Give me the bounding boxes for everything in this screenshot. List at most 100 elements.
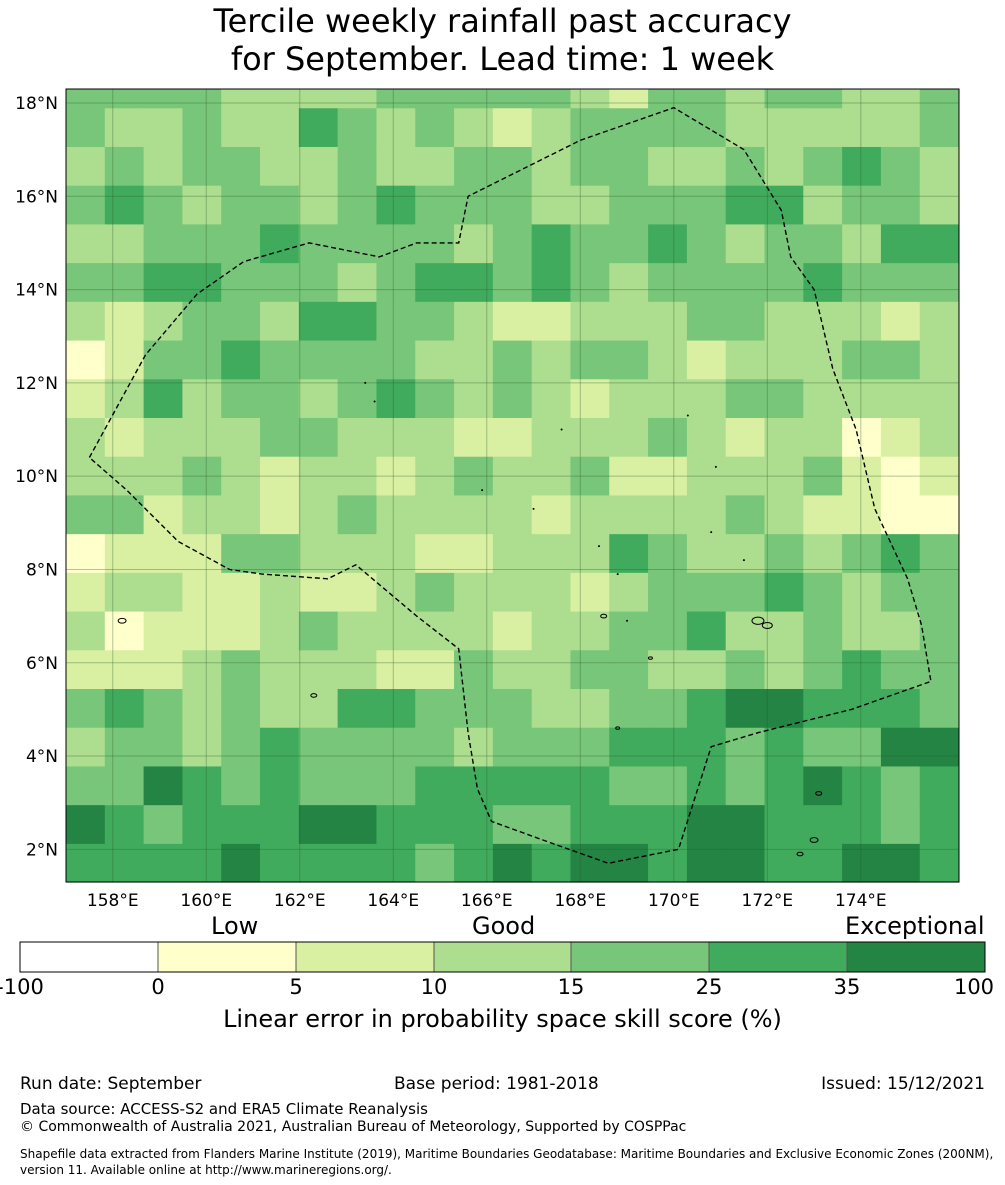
grid-cell — [337, 107, 378, 147]
grid-cell — [182, 494, 222, 535]
grid-cell — [725, 688, 766, 728]
grid-cell — [531, 649, 572, 690]
grid-cell — [725, 107, 766, 147]
grid-cell — [104, 339, 145, 380]
grid-cell — [298, 89, 339, 109]
grid-cell — [686, 688, 727, 728]
grid-cell — [570, 804, 610, 844]
grid-cell — [570, 146, 610, 186]
grid-cell — [764, 804, 804, 844]
grid-cell — [686, 378, 727, 418]
grid-cell — [803, 494, 843, 535]
grid-cell — [842, 301, 882, 341]
grid-cell — [609, 339, 649, 380]
grid-cell — [686, 262, 727, 302]
grid-cell — [104, 417, 145, 457]
grid-cell — [609, 456, 649, 496]
grid-cell — [143, 107, 184, 147]
grid-cell — [531, 185, 572, 225]
grid-cell — [66, 185, 106, 225]
colorbar-segment — [433, 941, 572, 973]
grid-cell — [66, 610, 106, 651]
grid-cell — [492, 185, 533, 225]
island-dot — [560, 428, 563, 431]
grid-cell — [764, 688, 804, 728]
grid-cell — [880, 107, 921, 147]
grid-cell — [376, 765, 416, 806]
grid-cell — [66, 262, 106, 302]
grid-cell — [376, 339, 416, 380]
grid-cell — [531, 301, 572, 341]
grid-cell — [182, 417, 222, 457]
grid-cell — [803, 727, 843, 767]
grid-cell — [66, 107, 106, 147]
grid-cell — [182, 610, 222, 651]
grid-cell — [298, 339, 339, 380]
grid-cell — [570, 649, 610, 690]
grid-cell — [764, 456, 804, 496]
grid-cell — [570, 417, 610, 457]
grid-cell — [764, 339, 804, 380]
grid-cell — [880, 533, 921, 573]
colorbar-tick: 35 — [833, 975, 861, 999]
colorbar-tick: 0 — [151, 975, 165, 999]
grid-cell — [260, 262, 300, 302]
grid-cell — [648, 727, 688, 767]
grid-cell — [725, 262, 766, 302]
grid-cell — [570, 262, 610, 302]
grid-cell — [842, 339, 882, 380]
grid-cell — [492, 417, 533, 457]
grid-cell — [609, 765, 649, 806]
grid-cell — [415, 649, 455, 690]
grid-cell — [143, 456, 184, 496]
grid-cell — [337, 185, 378, 225]
grid-cell — [260, 378, 300, 418]
colorbar-segment — [846, 941, 986, 973]
grid-cell — [842, 223, 882, 264]
island-outline — [751, 616, 765, 625]
grid-cell — [221, 727, 261, 767]
grid-cell — [376, 262, 416, 302]
grid-cell — [66, 89, 106, 109]
latitude-tick-label: 16°N — [15, 187, 58, 207]
island-outline — [815, 791, 823, 796]
latitude-tick-label: 4°N — [26, 747, 58, 767]
grid-cell — [531, 89, 572, 109]
grid-cell — [609, 146, 649, 186]
grid-cell — [415, 727, 455, 767]
grid-cell — [803, 301, 843, 341]
grid-cell — [260, 843, 300, 883]
grid-cell — [298, 146, 339, 186]
grid-cell — [260, 533, 300, 573]
grid-cell — [376, 301, 416, 341]
grid-cell — [337, 649, 378, 690]
grid-cell — [221, 339, 261, 380]
grid-cell — [803, 804, 843, 844]
grid-cell — [919, 417, 959, 457]
grid-cell — [570, 301, 610, 341]
title-line-2: for September. Lead time: 1 week — [230, 40, 775, 78]
grid-cell — [609, 727, 649, 767]
grid-cell — [531, 339, 572, 380]
grid-cell — [337, 765, 378, 806]
grid-cell — [143, 339, 184, 380]
colorbar-tick: 15 — [557, 975, 585, 999]
grid-cell — [260, 649, 300, 690]
island-outline — [647, 656, 653, 660]
grid-cell — [260, 107, 300, 147]
grid-cell — [143, 301, 184, 341]
grid-cell — [609, 89, 649, 109]
grid-cell — [221, 262, 261, 302]
grid-cell — [686, 89, 727, 109]
grid-cell — [415, 533, 455, 573]
grid-cell — [570, 456, 610, 496]
grid-cell — [182, 804, 222, 844]
colorbar-tick: 25 — [695, 975, 723, 999]
grid-cell — [842, 107, 882, 147]
grid-cell — [415, 765, 455, 806]
grid-cell — [570, 765, 610, 806]
grid-cell — [531, 456, 572, 496]
grid-cell — [803, 533, 843, 573]
grid-cell — [648, 649, 688, 690]
grid-cell — [919, 765, 959, 806]
